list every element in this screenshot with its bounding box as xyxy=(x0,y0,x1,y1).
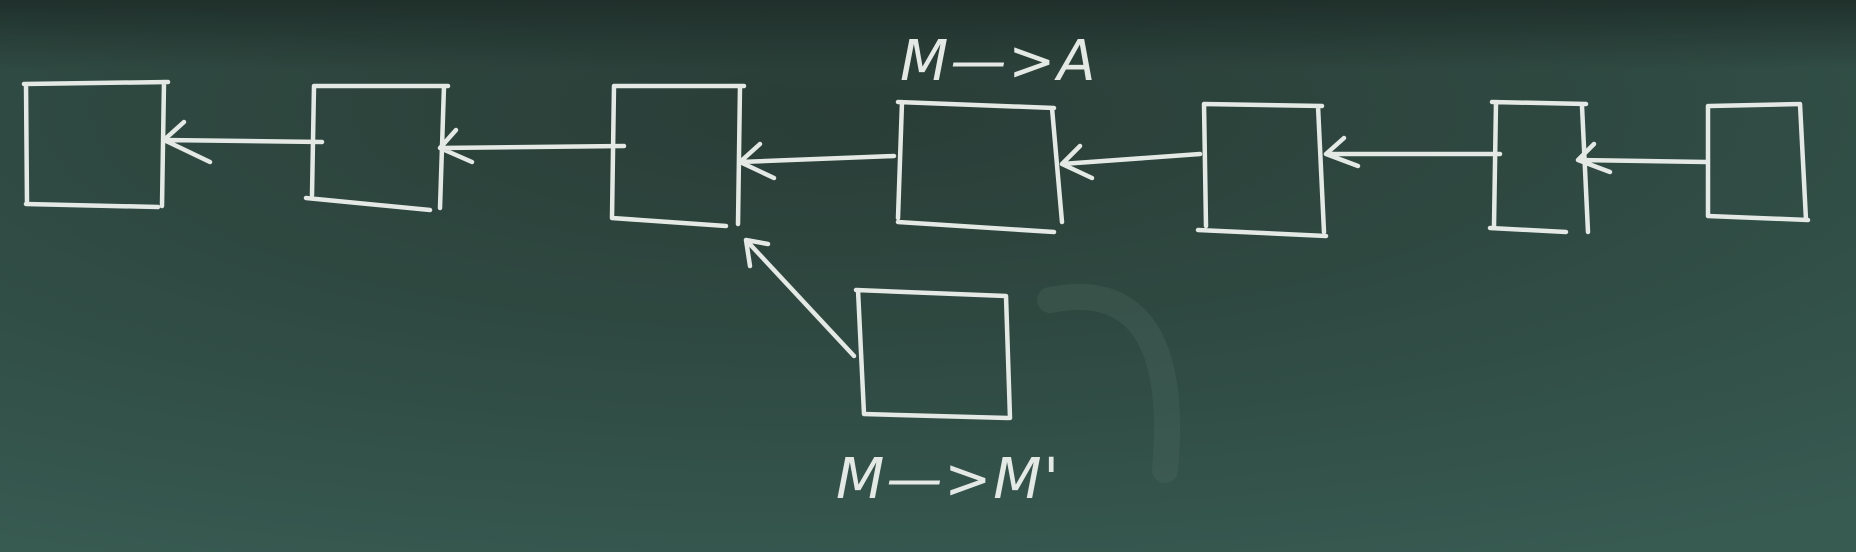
arrow-3-to-2 xyxy=(437,127,627,165)
chalk-smudge xyxy=(1037,283,1180,483)
fork-block xyxy=(853,287,1013,421)
label-bottom-transfer: M—>M' xyxy=(836,447,1061,512)
block-4 xyxy=(895,99,1065,235)
block-3 xyxy=(609,83,747,229)
block-5 xyxy=(1195,101,1329,239)
arrow-2-to-1 xyxy=(161,119,325,165)
block-1 xyxy=(21,79,171,210)
arrow-4-to-3 xyxy=(737,141,897,181)
board-top-shadow xyxy=(0,0,1856,70)
arrow-5-to-4 xyxy=(1059,143,1203,181)
arrow-7-to-6 xyxy=(1575,141,1709,175)
arrow-6-to-5 xyxy=(1323,135,1503,169)
arrow-fork-to-3 xyxy=(743,237,857,359)
block-6 xyxy=(1487,99,1591,235)
label-top-transfer: M—>A xyxy=(900,29,1098,94)
